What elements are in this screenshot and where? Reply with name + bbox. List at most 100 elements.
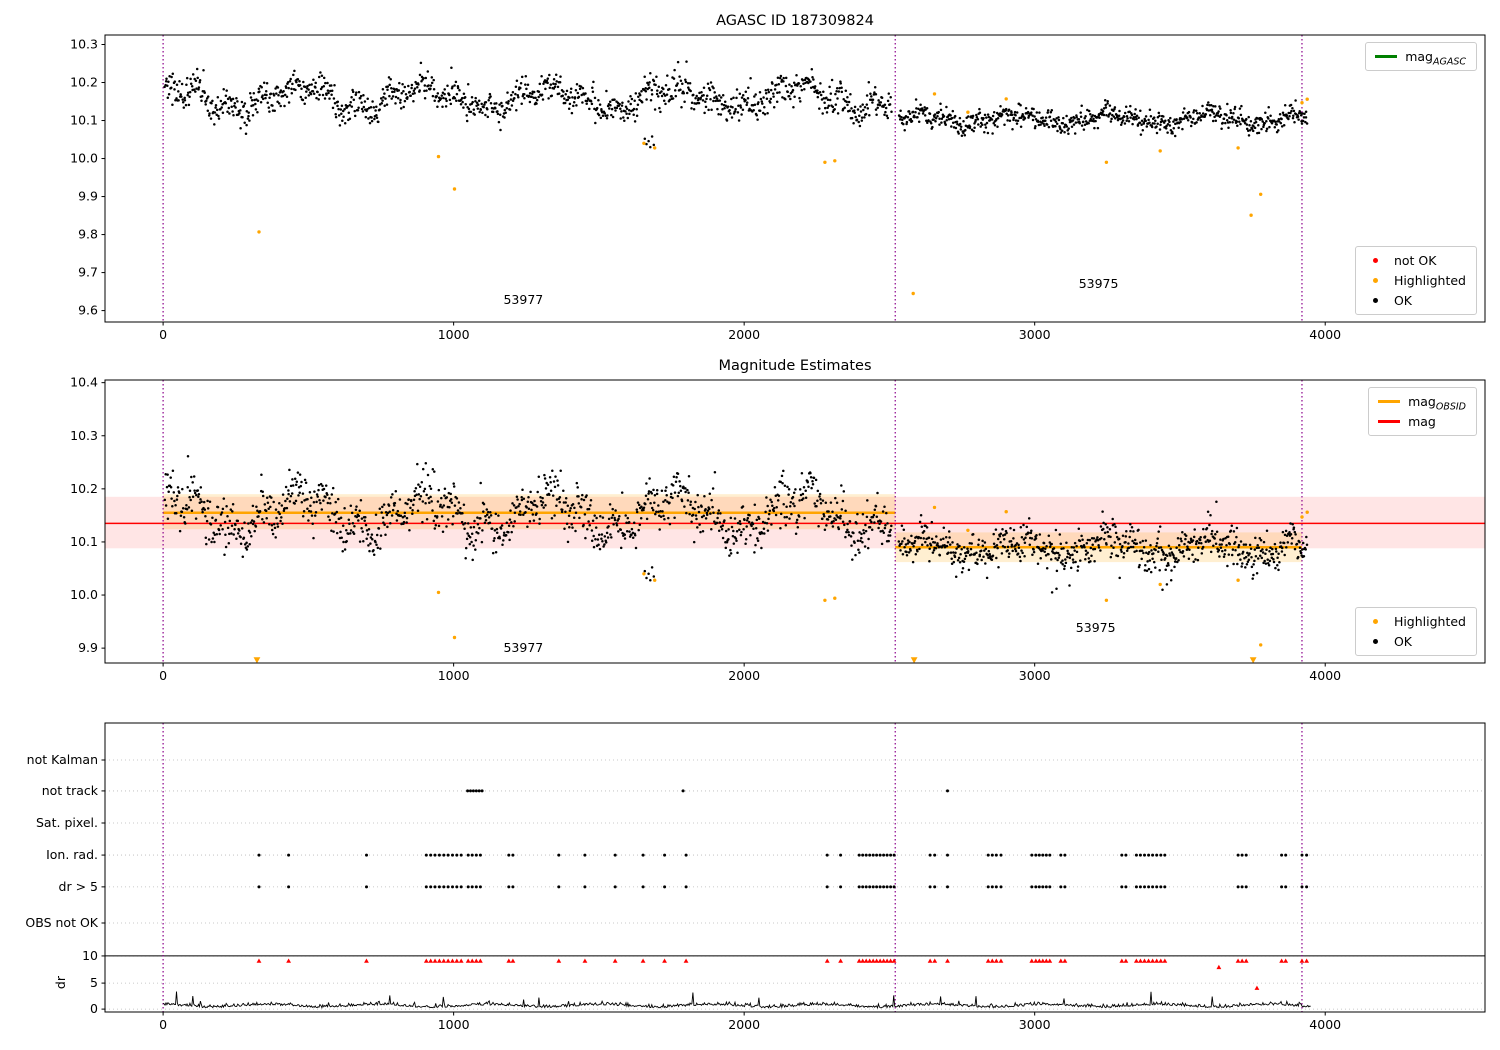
y-tick-label: 10.3 [70, 37, 98, 52]
magest-plot: 0 1000 2000 3000 4000 9.9 10.0 10.1 10.2 10.3 10.4… [70, 375, 1486, 683]
legend-dot-icon [1372, 298, 1378, 303]
triangle-marker [838, 958, 844, 963]
legend-line-icon [1378, 400, 1401, 403]
flags-plot: 0 1000 2000 3000 4000 not Kalman not track Sat.… [25, 722, 1486, 1032]
x-tick-label: 3000 [1019, 1017, 1051, 1032]
triangle-marker [510, 958, 516, 963]
y-tick-label: 10.4 [70, 375, 98, 390]
triangle-marker [469, 958, 475, 963]
triangle-marker [824, 958, 830, 963]
agasc-legend-bottom-right-item: not OK [1365, 253, 1466, 268]
x-tick-label: 4000 [1309, 327, 1341, 342]
dr-tick-label: 0 [90, 1001, 98, 1016]
y-tick-label: 10.2 [70, 75, 98, 90]
agasc-ok-points [163, 60, 1309, 149]
triangle-marker [945, 958, 950, 963]
magest-legend-top-right-item: magOBSID [1378, 394, 1466, 412]
obsid-annotation: 53975 [1076, 620, 1116, 635]
agasc-legend-top-right-item: magAGASC [1375, 49, 1466, 67]
triangle-marker [993, 958, 999, 963]
triangle-marker [1033, 958, 1039, 963]
obsid-annotation: 53975 [1079, 276, 1119, 291]
x-tick-label: 2000 [728, 327, 760, 342]
triangle-marker [1279, 958, 1285, 963]
triangle-marker [441, 958, 447, 963]
magest-legend-bottom-right-item: Highlighted [1365, 614, 1466, 629]
y-tick-label: 9.6 [78, 303, 98, 318]
magest-highlighted-points [436, 505, 1309, 647]
x-tick-label: 3000 [1019, 668, 1051, 683]
triangle-marker [867, 958, 873, 963]
y-tick-label: 10.2 [70, 481, 98, 496]
triangle-marker [286, 958, 292, 963]
triangle-marker [473, 958, 479, 963]
dr-tick-label: 10 [82, 948, 98, 963]
triangle-marker [1123, 958, 1129, 963]
dr-not-ok-points [256, 958, 1310, 990]
obsid-annotation: 53977 [503, 640, 543, 655]
triangle-marker [874, 958, 880, 963]
triangle-marker [998, 958, 1004, 963]
magest-legend-top-right: magOBSID mag [1368, 387, 1477, 436]
triangle-marker [1235, 958, 1241, 963]
triangle-marker [1058, 958, 1064, 963]
triangle-marker [1047, 958, 1053, 963]
triangle-marker [423, 958, 429, 963]
y-tick-label: 9.9 [78, 189, 98, 204]
triangle-marker [253, 657, 261, 664]
x-tick-label: 2000 [728, 1017, 760, 1032]
triangle-marker [1162, 958, 1168, 963]
triangle-marker [863, 958, 869, 963]
triangle-marker [860, 958, 866, 963]
flag-points [257, 789, 1309, 889]
triangle-marker [428, 958, 434, 963]
y-tick-label: 10.0 [70, 587, 98, 602]
triangle-marker [1304, 958, 1310, 963]
triangle-marker [1254, 985, 1260, 990]
triangle-marker [1119, 958, 1125, 963]
magest-legend-bottom-right: Highlighted OK [1354, 607, 1477, 656]
triangle-marker [582, 958, 588, 963]
triangle-marker [477, 958, 483, 963]
x-tick-label: 3000 [1019, 327, 1051, 342]
agasc-legend-top-right: magAGASC [1365, 42, 1477, 71]
x-tick-label: 4000 [1309, 668, 1341, 683]
legend-label: Highlighted [1393, 614, 1466, 629]
axes-frame [104, 722, 1486, 1013]
y-tick-label: 9.8 [78, 227, 98, 242]
triangle-marker [1029, 958, 1035, 963]
triangle-marker [910, 657, 918, 664]
triangle-marker [556, 958, 562, 963]
triangle-marker [1154, 958, 1160, 963]
triangle-marker [1283, 958, 1289, 963]
magest-ok-points [163, 455, 1309, 594]
triangle-marker [1158, 958, 1164, 963]
triangle-marker [1239, 958, 1245, 963]
triangle-marker [870, 958, 876, 963]
legend-label: mag [1408, 414, 1436, 429]
flag-row-label: OBS not OK [25, 915, 98, 930]
triangle-marker [364, 958, 369, 963]
y-tick-label: 10.0 [70, 151, 98, 166]
x-tick-label: 1000 [438, 1017, 470, 1032]
flag-row-label: Ion. rad. [46, 847, 98, 862]
triangle-marker [884, 958, 890, 963]
triangle-marker [1036, 958, 1042, 963]
y-tick-label: 10.3 [70, 428, 98, 443]
triangle-marker [1040, 958, 1046, 963]
agasc-legend-bottom-right-item: Highlighted [1365, 273, 1466, 288]
triangle-marker [1249, 657, 1257, 664]
triangle-marker [891, 958, 897, 963]
triangle-marker [662, 958, 667, 963]
legend-dot-icon [1372, 639, 1378, 644]
magest-legend-top-right-item: mag [1378, 414, 1466, 429]
legend-dot-icon [1372, 258, 1378, 263]
triangle-marker [612, 958, 618, 963]
obsid-annotation: 53977 [503, 292, 543, 307]
triangle-marker [1216, 964, 1222, 970]
x-tick-label: 4000 [1309, 1017, 1341, 1032]
triangle-marker [450, 958, 455, 963]
triangle-marker [1133, 958, 1139, 963]
